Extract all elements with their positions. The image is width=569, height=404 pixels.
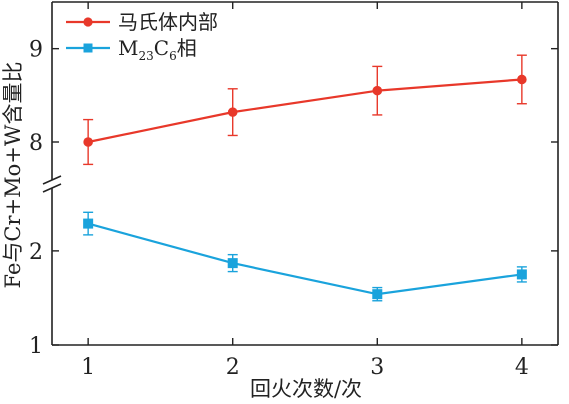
y-tick-label: 8 bbox=[29, 131, 43, 156]
legend-label-martensite: 马氏体内部 bbox=[118, 10, 218, 34]
axis-break-mark-top bbox=[42, 175, 62, 185]
data-point bbox=[517, 74, 527, 85]
y-tick-label: 9 bbox=[29, 38, 43, 63]
x-tick-label: 3 bbox=[370, 355, 384, 380]
y-axis-label: Fe与Cr+Mo+W含量比 bbox=[1, 62, 25, 289]
plot-frame bbox=[42, 1, 559, 346]
data-point bbox=[227, 107, 238, 117]
series-martensite bbox=[83, 54, 527, 166]
data-point bbox=[516, 269, 527, 280]
y-tick-label: 2 bbox=[29, 240, 43, 265]
x-tick-label: 2 bbox=[226, 355, 240, 380]
x-tick-label: 4 bbox=[515, 355, 529, 380]
x-axis-label: 回火次数/次 bbox=[250, 377, 362, 401]
series-carbide bbox=[83, 211, 527, 302]
data-point bbox=[372, 85, 383, 96]
data-point bbox=[372, 289, 383, 300]
axis-break-mark-bottom bbox=[42, 183, 62, 193]
legend-marker-martensite bbox=[83, 17, 93, 27]
legend-marker-carbide bbox=[83, 43, 93, 53]
series-layer bbox=[83, 54, 527, 302]
legend: 马氏体内部 M23C6相 bbox=[66, 10, 218, 63]
legend-label-carbide: M23C6相 bbox=[118, 36, 197, 63]
data-point bbox=[227, 258, 238, 269]
series-line bbox=[87, 222, 523, 296]
series-line bbox=[87, 78, 522, 144]
axis-ticks: 1 2 3 4 8 9 1 2 bbox=[29, 2, 558, 380]
x-tick-label: 1 bbox=[81, 355, 95, 380]
data-point bbox=[83, 137, 93, 147]
data-point bbox=[83, 218, 94, 229]
y-tick-label: 1 bbox=[29, 334, 43, 359]
